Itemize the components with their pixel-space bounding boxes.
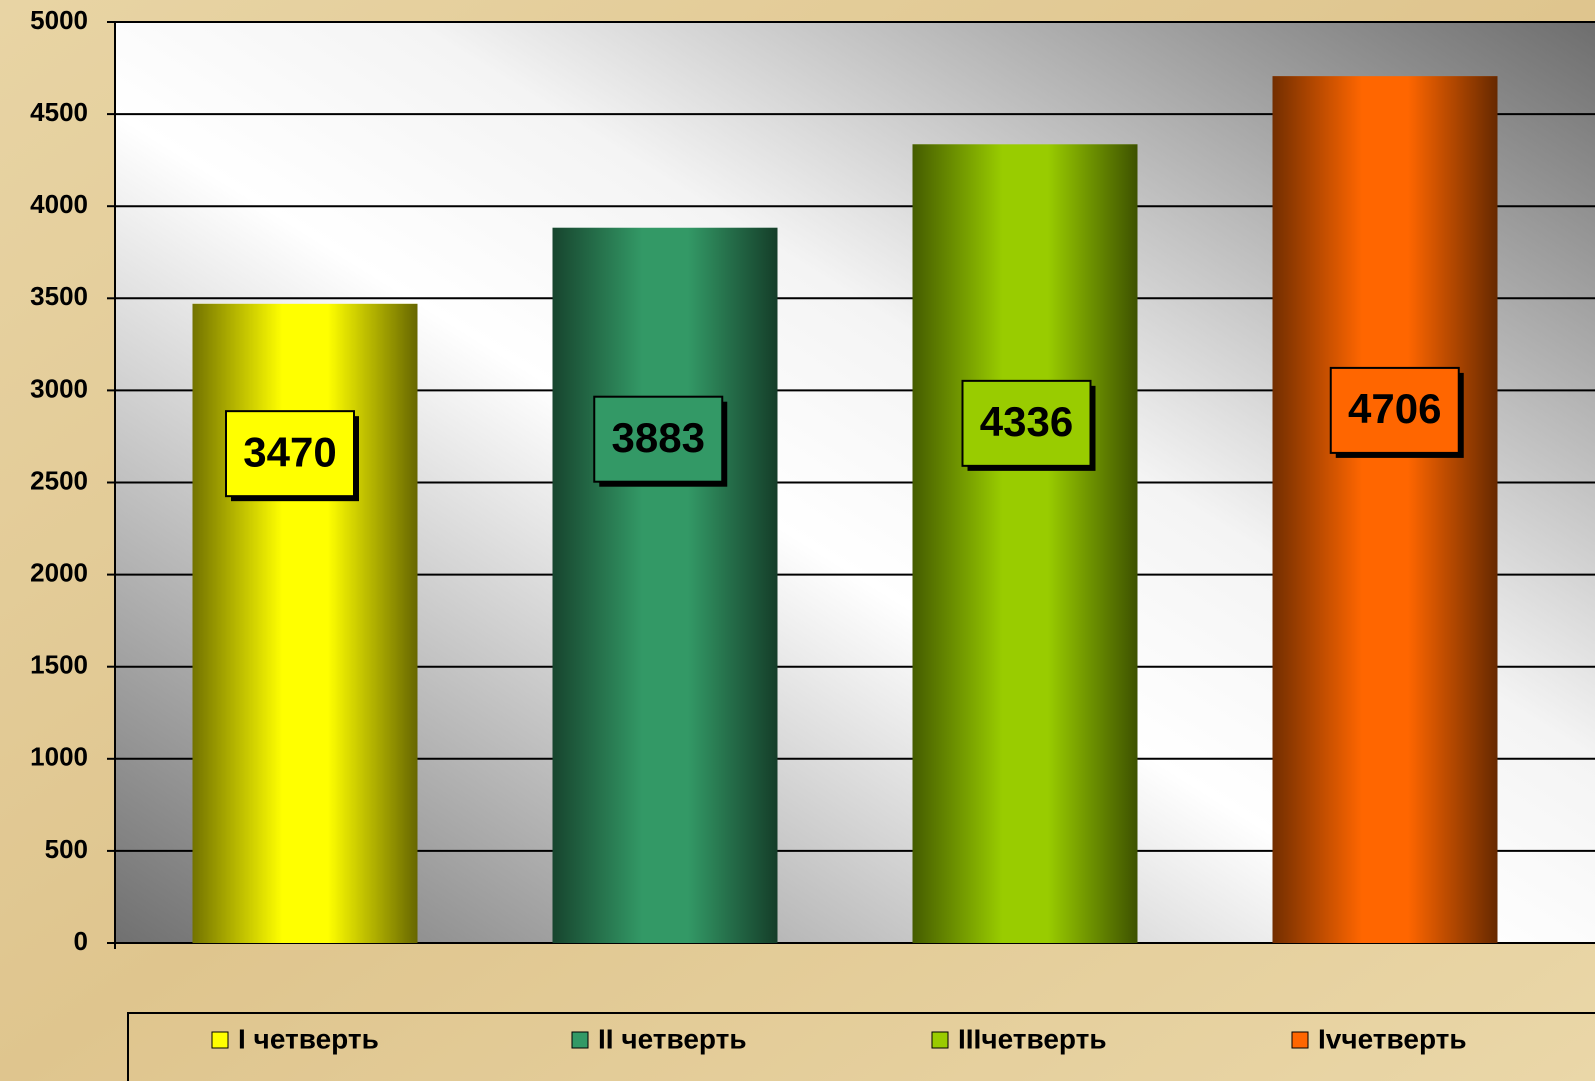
- data-label: 4336: [980, 398, 1073, 445]
- legend-label: IIIчетверть: [958, 1023, 1107, 1054]
- data-label: 3470: [243, 428, 336, 475]
- y-tick-label: 1500: [30, 650, 88, 680]
- y-tick-label: 2500: [30, 465, 88, 495]
- data-label: 3883: [612, 414, 705, 461]
- legend-marker: [1291, 1031, 1309, 1049]
- data-label: 4706: [1348, 385, 1441, 432]
- y-tick-label: 2000: [30, 557, 88, 587]
- legend-box: [127, 1012, 1595, 1081]
- y-tick-label: 500: [45, 834, 88, 864]
- y-tick-label: 5000: [30, 5, 88, 35]
- legend-label: Ivчетверть: [1318, 1023, 1467, 1054]
- data-label-box: [593, 395, 724, 483]
- data-label-box: [225, 410, 355, 498]
- legend-label: II четверть: [598, 1023, 747, 1054]
- y-tick-label: 4500: [30, 97, 88, 127]
- bar-shade: [192, 303, 418, 943]
- bar-shade: [912, 144, 1138, 943]
- legend-marker: [931, 1031, 949, 1049]
- data-label-box: [1329, 366, 1460, 454]
- y-tick-label: 4000: [30, 189, 88, 219]
- y-tick-label: 1000: [30, 742, 88, 772]
- bar-shade: [1272, 76, 1498, 944]
- y-tick-label: 3000: [30, 373, 88, 403]
- y-tick-label: 0: [74, 926, 88, 956]
- legend-marker: [571, 1031, 589, 1049]
- bar-shade: [552, 227, 778, 943]
- legend-label: I четверть: [238, 1023, 379, 1054]
- legend-marker: [211, 1031, 229, 1049]
- data-label-box: [961, 379, 1092, 467]
- y-tick-label: 3500: [30, 281, 88, 311]
